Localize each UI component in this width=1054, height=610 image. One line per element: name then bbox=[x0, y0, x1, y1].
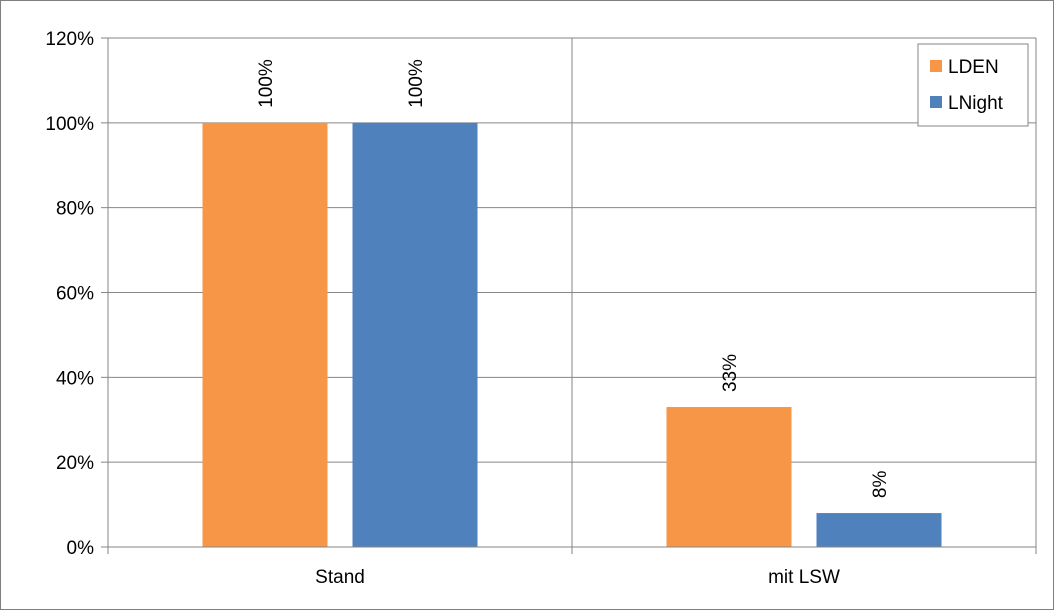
bars bbox=[202, 122, 942, 547]
legend: LDEN LNight bbox=[917, 43, 1029, 127]
legend-label: LDEN bbox=[948, 57, 999, 78]
bar-lnight bbox=[352, 122, 478, 547]
bar-lden bbox=[666, 407, 792, 547]
data-label: 8% bbox=[870, 470, 891, 498]
legend-swatch-lden bbox=[930, 60, 942, 72]
y-tick-label: 60% bbox=[56, 284, 94, 305]
x-tick-label: mit LSW bbox=[768, 567, 840, 588]
y-tick-labels: 0% 20% 40% 60% 80% 100% 120% bbox=[45, 29, 94, 559]
legend-swatch-lnight bbox=[930, 96, 942, 108]
y-tick-label: 0% bbox=[67, 538, 95, 559]
data-label: 100% bbox=[256, 59, 277, 108]
data-label: 100% bbox=[406, 59, 427, 108]
data-labels: 100% 100% 33% 8% bbox=[256, 59, 891, 498]
bar-lden bbox=[202, 122, 328, 547]
legend-box bbox=[917, 43, 1029, 127]
data-label: 33% bbox=[720, 354, 741, 392]
x-tick-labels: Stand mit LSW bbox=[315, 567, 840, 588]
bar-lnight bbox=[816, 513, 942, 547]
y-tick-label: 120% bbox=[45, 29, 94, 50]
x-tick-label: Stand bbox=[315, 567, 365, 588]
y-tick-label: 20% bbox=[56, 453, 94, 474]
y-tick-label: 40% bbox=[56, 368, 94, 389]
axes bbox=[101, 37, 1037, 554]
legend-label: LNight bbox=[948, 93, 1004, 114]
y-tick-label: 100% bbox=[45, 114, 94, 135]
y-tick-label: 80% bbox=[56, 199, 94, 220]
